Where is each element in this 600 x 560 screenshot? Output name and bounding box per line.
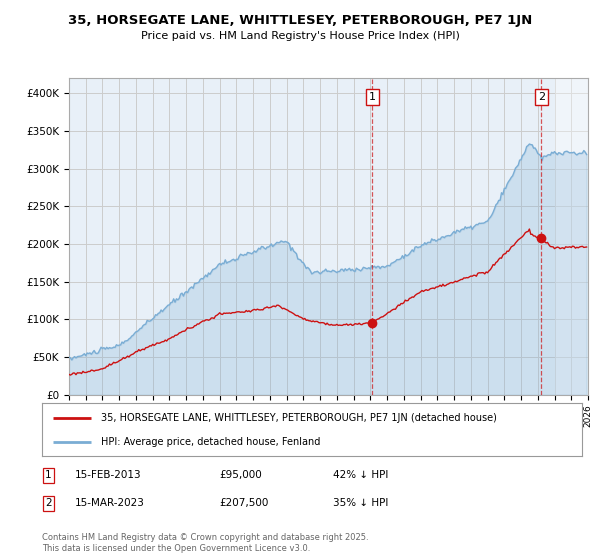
Text: £207,500: £207,500 <box>219 498 268 508</box>
Text: 1: 1 <box>45 470 52 480</box>
Bar <box>554 78 600 395</box>
Text: 42% ↓ HPI: 42% ↓ HPI <box>333 470 388 480</box>
Text: £95,000: £95,000 <box>219 470 262 480</box>
Text: 15-MAR-2023: 15-MAR-2023 <box>75 498 145 508</box>
Text: 15-FEB-2013: 15-FEB-2013 <box>75 470 142 480</box>
Text: 2: 2 <box>45 498 52 508</box>
Text: 35, HORSEGATE LANE, WHITTLESEY, PETERBOROUGH, PE7 1JN: 35, HORSEGATE LANE, WHITTLESEY, PETERBOR… <box>68 14 532 27</box>
Text: 1: 1 <box>369 92 376 102</box>
Text: Price paid vs. HM Land Registry's House Price Index (HPI): Price paid vs. HM Land Registry's House … <box>140 31 460 41</box>
Text: HPI: Average price, detached house, Fenland: HPI: Average price, detached house, Fenl… <box>101 437 321 447</box>
Text: Contains HM Land Registry data © Crown copyright and database right 2025.
This d: Contains HM Land Registry data © Crown c… <box>42 533 368 553</box>
Text: 35, HORSEGATE LANE, WHITTLESEY, PETERBOROUGH, PE7 1JN (detached house): 35, HORSEGATE LANE, WHITTLESEY, PETERBOR… <box>101 413 497 423</box>
Text: 2: 2 <box>538 92 545 102</box>
Text: 35% ↓ HPI: 35% ↓ HPI <box>333 498 388 508</box>
